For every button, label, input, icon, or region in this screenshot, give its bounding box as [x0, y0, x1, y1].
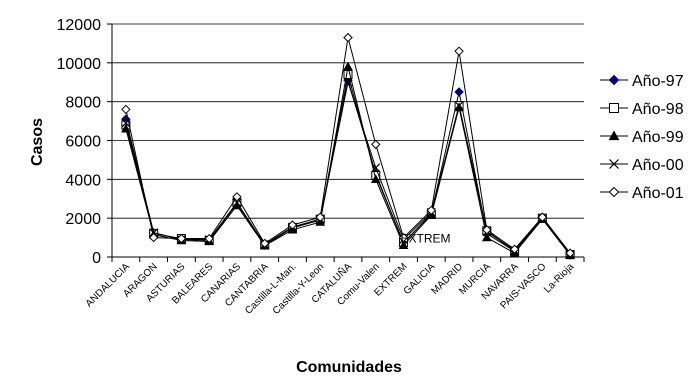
legend-label: Año-99: [632, 129, 684, 146]
x-tick-labels: ANDALUCIAARAGONASTURIASBALEARESCANARIASC…: [84, 260, 577, 317]
series-año-97: [121, 75, 575, 260]
data-point: [315, 212, 325, 222]
x-tick-label: La-Rioja: [542, 261, 576, 295]
legend-item: Año-00: [600, 157, 684, 174]
gridlines: [112, 23, 584, 219]
data-point: [537, 212, 548, 222]
marker-stroke: [232, 198, 242, 208]
data-point: [454, 101, 464, 110]
y-tick-label: 4000: [65, 172, 101, 189]
x-axis-title: Comunidades: [296, 359, 402, 376]
series-group: [121, 32, 575, 260]
legend-item: Año-98: [600, 101, 684, 118]
legend-label: Año-97: [632, 73, 684, 90]
x-tick-label: ANDALUCIA: [84, 261, 132, 309]
data-point: [148, 232, 159, 243]
legend-label: Año-00: [632, 157, 684, 174]
data-point: [204, 233, 214, 244]
data-point: [426, 205, 437, 216]
data-point: [454, 46, 464, 56]
y-axis-title: Casos: [29, 118, 46, 166]
data-point: [609, 159, 619, 169]
data-point: [176, 233, 187, 244]
y-tick-label: 0: [92, 250, 101, 267]
series-año-00: [121, 77, 575, 259]
data-point: [608, 186, 620, 198]
data-point: [343, 61, 353, 71]
legend: Año-97 Año-98 Año-99 Año-00 Año-01: [600, 73, 684, 202]
data-point: [481, 232, 492, 242]
marker-stroke: [343, 77, 353, 87]
data-point: [454, 87, 464, 97]
annotations: EXTREM: [401, 231, 451, 245]
data-point: [482, 225, 492, 235]
data-point: [121, 104, 131, 115]
data-point: [343, 32, 353, 43]
data-point: [509, 244, 520, 254]
data-point: [398, 240, 409, 250]
data-point: [287, 220, 298, 230]
y-tick-label: 8000: [65, 95, 101, 112]
data-point: [343, 77, 353, 87]
y-tick-label: 2000: [65, 211, 101, 228]
data-point: [343, 69, 353, 79]
axes: [107, 23, 585, 262]
y-tick-labels: 0 2000 4000 6000 8000 10000 12000: [57, 17, 102, 267]
data-point: [259, 238, 270, 249]
legend-label: Año-98: [632, 101, 684, 118]
legend-item: Año-01: [600, 185, 684, 202]
series-line: [125, 66, 571, 256]
annotation-label: EXTREM: [401, 231, 451, 245]
legend-item: Año-97: [600, 73, 684, 90]
y-tick-label: 12000: [57, 17, 102, 34]
legend-label: Año-01: [632, 185, 684, 202]
y-tick-label: 6000: [65, 134, 101, 151]
marker-stroke: [609, 159, 619, 169]
data-point: [608, 74, 620, 86]
data-point: [371, 163, 381, 173]
data-point: [609, 103, 619, 113]
marker-stroke: [454, 101, 464, 110]
marker-stroke: [371, 163, 381, 173]
marker-stroke: [149, 228, 159, 238]
series-line: [125, 80, 571, 256]
data-point: [149, 228, 159, 238]
series-año-01: [121, 32, 575, 258]
series-año-99: [121, 61, 575, 259]
data-point: [370, 174, 381, 184]
data-point: [371, 139, 381, 150]
y-tick-label: 10000: [57, 56, 102, 73]
data-point: [398, 232, 409, 243]
data-point: [565, 248, 575, 258]
series-año-98: [121, 69, 575, 260]
series-line: [125, 80, 571, 255]
data-point: [232, 192, 242, 202]
data-point: [608, 130, 620, 141]
legend-item: Año-99: [600, 129, 684, 146]
